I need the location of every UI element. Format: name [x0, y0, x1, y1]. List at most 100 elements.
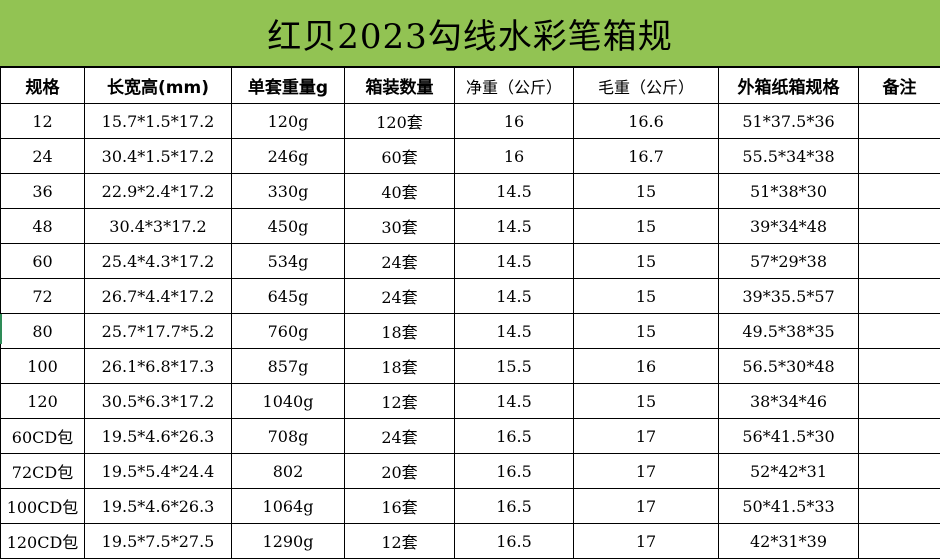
cell-remarks[interactable] — [859, 244, 940, 279]
cell-remarks[interactable] — [859, 524, 940, 559]
cell-carton-size[interactable]: 56.5*30*48 — [719, 349, 859, 384]
cell-unit-weight[interactable]: 330g — [232, 174, 345, 209]
cell-net-weight[interactable]: 14.5 — [455, 209, 574, 244]
cell-remarks[interactable] — [859, 279, 940, 314]
cell-carton-size[interactable]: 55.5*34*38 — [719, 139, 859, 174]
cell-gross-weight[interactable]: 15 — [574, 244, 719, 279]
cell-unit-weight[interactable]: 1290g — [232, 524, 345, 559]
cell-gross-weight[interactable]: 15 — [574, 279, 719, 314]
cell-box-qty[interactable]: 30套 — [345, 209, 455, 244]
cell-dimensions[interactable]: 19.5*4.6*26.3 — [85, 419, 232, 454]
header-spec[interactable]: 规格 — [1, 68, 85, 104]
header-gross-weight[interactable]: 毛重（公斤） — [574, 68, 719, 104]
cell-remarks[interactable] — [859, 314, 940, 349]
cell-carton-size[interactable]: 56*41.5*30 — [719, 419, 859, 454]
cell-dimensions[interactable]: 26.7*4.4*17.2 — [85, 279, 232, 314]
cell-spec[interactable]: 12 — [1, 104, 85, 139]
cell-carton-size[interactable]: 51*37.5*36 — [719, 104, 859, 139]
cell-spec[interactable]: 72CD包 — [1, 454, 85, 489]
cell-carton-size[interactable]: 39*35.5*57 — [719, 279, 859, 314]
cell-gross-weight[interactable]: 16.7 — [574, 139, 719, 174]
header-remarks[interactable]: 备注 — [859, 68, 940, 104]
cell-box-qty[interactable]: 20套 — [345, 454, 455, 489]
cell-spec[interactable]: 24 — [1, 139, 85, 174]
header-net-weight[interactable]: 净重（公斤） — [455, 68, 574, 104]
cell-carton-size[interactable]: 50*41.5*33 — [719, 489, 859, 524]
cell-gross-weight[interactable]: 17 — [574, 489, 719, 524]
cell-dimensions[interactable]: 25.4*4.3*17.2 — [85, 244, 232, 279]
cell-remarks[interactable] — [859, 384, 940, 419]
cell-unit-weight[interactable]: 857g — [232, 349, 345, 384]
cell-remarks[interactable] — [859, 139, 940, 174]
cell-spec[interactable]: 80 — [1, 314, 85, 349]
cell-box-qty[interactable]: 24套 — [345, 419, 455, 454]
cell-gross-weight[interactable]: 17 — [574, 419, 719, 454]
cell-net-weight[interactable]: 15.5 — [455, 349, 574, 384]
cell-remarks[interactable] — [859, 349, 940, 384]
cell-net-weight[interactable]: 14.5 — [455, 279, 574, 314]
title-bar[interactable]: 红贝2023勾线水彩笔箱规 — [0, 0, 940, 67]
cell-net-weight[interactable]: 16.5 — [455, 419, 574, 454]
cell-spec[interactable]: 36 — [1, 174, 85, 209]
cell-carton-size[interactable]: 57*29*38 — [719, 244, 859, 279]
cell-box-qty[interactable]: 120套 — [345, 104, 455, 139]
cell-gross-weight[interactable]: 15 — [574, 314, 719, 349]
cell-spec[interactable]: 120 — [1, 384, 85, 419]
cell-box-qty[interactable]: 12套 — [345, 524, 455, 559]
cell-dimensions[interactable]: 19.5*7.5*27.5 — [85, 524, 232, 559]
cell-unit-weight[interactable]: 246g — [232, 139, 345, 174]
cell-net-weight[interactable]: 16 — [455, 104, 574, 139]
cell-dimensions[interactable]: 19.5*5.4*24.4 — [85, 454, 232, 489]
cell-box-qty[interactable]: 16套 — [345, 489, 455, 524]
cell-box-qty[interactable]: 60套 — [345, 139, 455, 174]
cell-remarks[interactable] — [859, 489, 940, 524]
header-box-qty[interactable]: 箱装数量 — [345, 68, 455, 104]
cell-dimensions[interactable]: 25.7*17.7*5.2 — [85, 314, 232, 349]
cell-net-weight[interactable]: 14.5 — [455, 314, 574, 349]
header-dimensions[interactable]: 长宽高(mm) — [85, 68, 232, 104]
cell-carton-size[interactable]: 42*31*39 — [719, 524, 859, 559]
cell-gross-weight[interactable]: 16 — [574, 349, 719, 384]
cell-net-weight[interactable]: 16.5 — [455, 524, 574, 559]
cell-dimensions[interactable]: 22.9*2.4*17.2 — [85, 174, 232, 209]
cell-box-qty[interactable]: 18套 — [345, 314, 455, 349]
cell-dimensions[interactable]: 30.5*6.3*17.2 — [85, 384, 232, 419]
cell-net-weight[interactable]: 16.5 — [455, 454, 574, 489]
cell-spec[interactable]: 100CD包 — [1, 489, 85, 524]
cell-dimensions[interactable]: 30.4*3*17.2 — [85, 209, 232, 244]
cell-unit-weight[interactable]: 708g — [232, 419, 345, 454]
cell-spec[interactable]: 72 — [1, 279, 85, 314]
cell-unit-weight[interactable]: 645g — [232, 279, 345, 314]
cell-net-weight[interactable]: 16 — [455, 139, 574, 174]
cell-box-qty[interactable]: 18套 — [345, 349, 455, 384]
cell-gross-weight[interactable]: 15 — [574, 384, 719, 419]
header-carton-size[interactable]: 外箱纸箱规格 — [719, 68, 859, 104]
cell-spec[interactable]: 100 — [1, 349, 85, 384]
cell-remarks[interactable] — [859, 454, 940, 489]
cell-unit-weight[interactable]: 1064g — [232, 489, 345, 524]
cell-net-weight[interactable]: 14.5 — [455, 174, 574, 209]
cell-unit-weight[interactable]: 760g — [232, 314, 345, 349]
cell-carton-size[interactable]: 52*42*31 — [719, 454, 859, 489]
cell-box-qty[interactable]: 24套 — [345, 279, 455, 314]
cell-gross-weight[interactable]: 15 — [574, 209, 719, 244]
cell-spec[interactable]: 60CD包 — [1, 419, 85, 454]
cell-box-qty[interactable]: 24套 — [345, 244, 455, 279]
cell-dimensions[interactable]: 26.1*6.8*17.3 — [85, 349, 232, 384]
cell-spec[interactable]: 48 — [1, 209, 85, 244]
cell-carton-size[interactable]: 49.5*38*35 — [719, 314, 859, 349]
cell-box-qty[interactable]: 12套 — [345, 384, 455, 419]
cell-carton-size[interactable]: 38*34*46 — [719, 384, 859, 419]
cell-box-qty[interactable]: 40套 — [345, 174, 455, 209]
cell-dimensions[interactable]: 30.4*1.5*17.2 — [85, 139, 232, 174]
cell-unit-weight[interactable]: 450g — [232, 209, 345, 244]
cell-gross-weight[interactable]: 16.6 — [574, 104, 719, 139]
cell-unit-weight[interactable]: 802 — [232, 454, 345, 489]
cell-unit-weight[interactable]: 1040g — [232, 384, 345, 419]
cell-remarks[interactable] — [859, 419, 940, 454]
cell-carton-size[interactable]: 39*34*48 — [719, 209, 859, 244]
cell-gross-weight[interactable]: 15 — [574, 174, 719, 209]
cell-spec[interactable]: 120CD包 — [1, 524, 85, 559]
cell-spec[interactable]: 60 — [1, 244, 85, 279]
cell-net-weight[interactable]: 14.5 — [455, 384, 574, 419]
